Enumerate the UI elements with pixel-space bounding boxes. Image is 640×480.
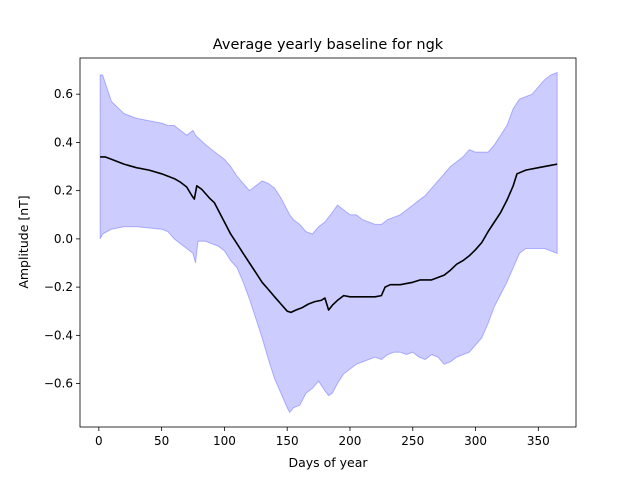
axes-frame bbox=[79, 57, 577, 428]
y-tick-label: −0.6 bbox=[44, 377, 73, 391]
y-tick-label: −0.4 bbox=[44, 328, 73, 342]
x-tick-label: 50 bbox=[154, 434, 169, 448]
y-tick-label: 0.6 bbox=[54, 87, 73, 101]
x-tick-label: 250 bbox=[401, 434, 424, 448]
y-axis-ticks: −0.6 −0.4 −0.2 0.0 0.2 0.4 0.6 bbox=[44, 87, 80, 391]
x-tick-label: 0 bbox=[95, 434, 103, 448]
x-axis-ticks: 0 50 100 150 200 250 300 350 bbox=[95, 427, 550, 448]
x-tick-label: 150 bbox=[276, 434, 299, 448]
x-tick-label: 350 bbox=[527, 434, 550, 448]
y-tick-label: 0.0 bbox=[54, 232, 73, 246]
x-axis-label: Days of year bbox=[288, 455, 368, 470]
y-tick-label: −0.2 bbox=[44, 280, 73, 294]
y-tick-label: 0.2 bbox=[54, 184, 73, 198]
x-tick-label: 300 bbox=[464, 434, 487, 448]
x-tick-label: 100 bbox=[213, 434, 236, 448]
range-band bbox=[99, 71, 558, 414]
mean-baseline-line bbox=[100, 156, 558, 314]
plot-area bbox=[99, 71, 558, 414]
y-tick-label: 0.4 bbox=[54, 135, 73, 149]
chart-title: Average yearly baseline for ngk bbox=[213, 37, 444, 53]
x-tick-label: 200 bbox=[339, 434, 362, 448]
y-axis-label: Amplitude [nT] bbox=[16, 195, 31, 288]
